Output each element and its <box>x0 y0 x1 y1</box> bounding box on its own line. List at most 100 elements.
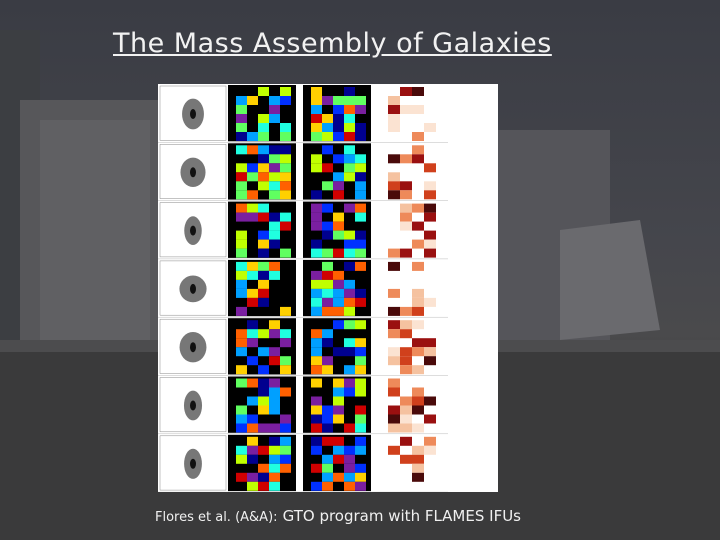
map-cell <box>322 230 333 240</box>
sigma-cell <box>400 356 412 366</box>
sigma-cell <box>424 338 436 348</box>
sigma-cell <box>400 181 412 191</box>
map-cell <box>280 387 291 397</box>
map-cell <box>355 154 366 164</box>
sigma-cell <box>388 356 400 366</box>
map-cell <box>236 365 247 375</box>
map-cell <box>280 221 291 231</box>
map-cell <box>355 445 366 455</box>
map-cell <box>258 248 269 258</box>
map-cell <box>311 114 322 123</box>
map-cell <box>355 212 366 222</box>
sigma-cell <box>424 436 436 446</box>
map-cell <box>344 306 355 316</box>
map-cell <box>333 279 344 289</box>
map-cell <box>258 181 269 191</box>
map-cell <box>322 96 333 105</box>
map-cell <box>258 279 269 289</box>
map-cell <box>333 320 344 330</box>
map-cell <box>344 288 355 298</box>
map-cell <box>355 414 366 424</box>
map-cell <box>344 378 355 388</box>
map-cell <box>258 445 269 455</box>
map-cell <box>322 423 333 433</box>
map-cell <box>344 132 355 141</box>
sigma-cell <box>388 306 400 316</box>
map-cell <box>344 454 355 464</box>
map-cell <box>269 96 280 105</box>
map-cell <box>236 114 247 123</box>
map-cell <box>247 454 258 464</box>
map-cell <box>333 306 344 316</box>
sigma-cell <box>424 230 436 240</box>
map-cell <box>311 132 322 141</box>
map-cell <box>258 288 269 298</box>
map-cell <box>322 288 333 298</box>
map-cell <box>247 212 258 222</box>
map-cell <box>333 154 344 164</box>
map-cell <box>258 472 269 482</box>
sigma-cell <box>388 181 400 191</box>
map-cell <box>355 239 366 249</box>
map-cell <box>247 288 258 298</box>
map-cell <box>247 190 258 200</box>
map-cell <box>247 356 258 366</box>
map-cell <box>322 297 333 307</box>
map-cell <box>269 163 280 173</box>
map-cell <box>236 472 247 482</box>
caption-text: GTO program with FLAMES IFUs <box>282 507 521 525</box>
sigma-cell <box>424 181 436 191</box>
map-cell <box>355 365 366 375</box>
sigma-cell <box>400 365 412 375</box>
figure <box>158 84 498 492</box>
map-cell <box>236 414 247 424</box>
map-cell <box>247 423 258 433</box>
map-cell <box>247 445 258 455</box>
map-cell <box>269 356 280 366</box>
map-cell <box>258 481 269 491</box>
sigma-cell <box>400 221 412 231</box>
sigma-cell <box>412 297 424 307</box>
galaxy-core <box>190 109 196 119</box>
map-cell <box>333 414 344 424</box>
map-cell <box>355 436 366 446</box>
map-cell <box>258 212 269 222</box>
map-cell <box>333 288 344 298</box>
map-cell <box>344 320 355 330</box>
map-cell <box>311 347 322 357</box>
galaxy-core <box>190 458 196 469</box>
sigma-cell <box>412 306 424 316</box>
map-cell <box>236 203 247 213</box>
map-cell <box>258 463 269 473</box>
map-cell <box>311 87 322 96</box>
map-cell <box>311 365 322 375</box>
citation: Flores et al. (A&A): <box>155 510 278 525</box>
map-cell <box>269 463 280 473</box>
sigma-cell <box>388 105 400 114</box>
map-cell <box>311 163 322 173</box>
sigma-cell <box>400 320 412 330</box>
sigma-cell <box>412 387 424 397</box>
map-cell <box>311 288 322 298</box>
map-cell <box>269 436 280 446</box>
map-cell <box>333 297 344 307</box>
map-cell <box>258 405 269 415</box>
map-cell <box>269 423 280 433</box>
map-cell <box>269 329 280 339</box>
map-cell <box>355 423 366 433</box>
sigma-cell <box>400 423 412 433</box>
map-cell <box>322 414 333 424</box>
map-cell <box>269 387 280 397</box>
sigma-cell <box>424 123 436 132</box>
map-cell <box>355 288 366 298</box>
title: The Mass Assembly of Galaxies <box>113 28 552 59</box>
map-cell <box>236 454 247 464</box>
sigma-cell <box>400 190 412 200</box>
map-cell <box>322 405 333 415</box>
map-cell <box>311 239 322 249</box>
map-cell <box>344 365 355 375</box>
map-cell <box>236 248 247 258</box>
map-cell <box>236 212 247 222</box>
map-cell <box>344 261 355 271</box>
map-cell <box>344 472 355 482</box>
